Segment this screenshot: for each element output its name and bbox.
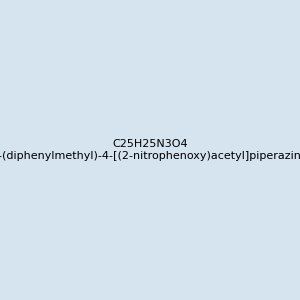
Text: C25H25N3O4
1-(diphenylmethyl)-4-[(2-nitrophenoxy)acetyl]piperazine: C25H25N3O4 1-(diphenylmethyl)-4-[(2-nitr…	[0, 139, 300, 161]
